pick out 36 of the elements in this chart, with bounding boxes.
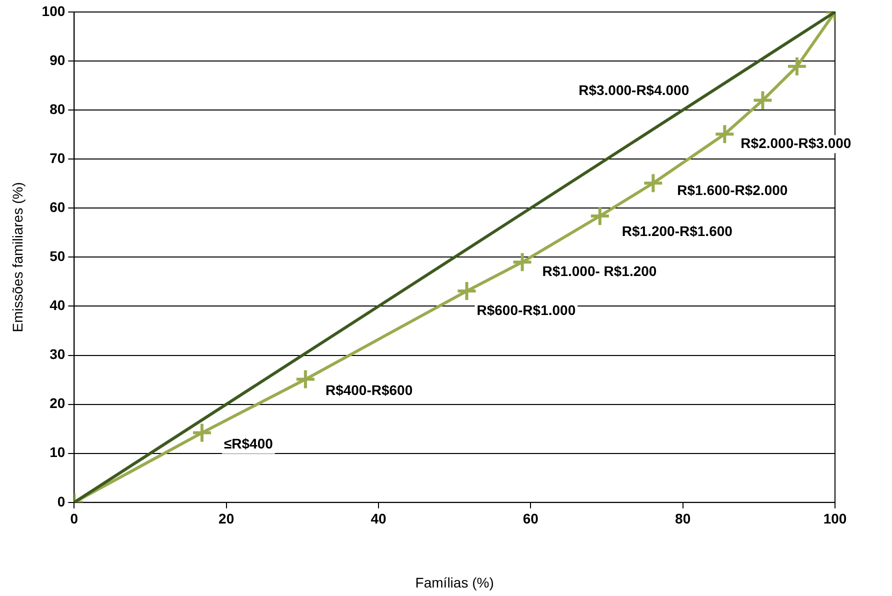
annotation: R$600-R$1.000 bbox=[476, 302, 576, 318]
y-tick-label: 50 bbox=[50, 248, 66, 264]
y-tick-label: 30 bbox=[50, 346, 66, 362]
y-tick-label: 100 bbox=[42, 2, 66, 19]
x-tick-label: 80 bbox=[675, 510, 691, 527]
annotation: R$1.000- R$1.200 bbox=[542, 262, 657, 279]
point bbox=[191, 422, 212, 444]
point bbox=[589, 206, 610, 227]
point bbox=[714, 124, 736, 145]
y-tick-label: 90 bbox=[50, 52, 66, 68]
point bbox=[786, 56, 808, 77]
y-tick-label: 10 bbox=[50, 444, 66, 460]
y-tick-label: 0 bbox=[57, 493, 66, 510]
x-tick-label: 40 bbox=[370, 510, 386, 527]
point bbox=[512, 252, 533, 273]
point bbox=[456, 280, 478, 302]
point bbox=[642, 172, 664, 194]
y-tick-label: 40 bbox=[50, 297, 66, 314]
y-tick-label: 70 bbox=[50, 150, 66, 166]
annotation: R$1.600-R$2.000 bbox=[677, 182, 788, 198]
y-tick-label: 20 bbox=[50, 395, 66, 412]
y-tick-label: 80 bbox=[50, 100, 66, 117]
x-tick-label: 20 bbox=[218, 510, 234, 527]
x-tick-label: 100 bbox=[823, 510, 847, 527]
annotation: R$2.000-R$3.000 bbox=[740, 134, 852, 151]
point bbox=[294, 368, 316, 390]
annotation: R$1.200-R$1.600 bbox=[622, 222, 733, 239]
annotation: ≤R$400 bbox=[224, 436, 274, 452]
annotation: R$400-R$600 bbox=[325, 382, 413, 398]
x-tick-label: 0 bbox=[70, 510, 78, 527]
point bbox=[752, 90, 774, 111]
x-axis-title: Famílias (%) bbox=[415, 574, 494, 590]
y-tick-label: 60 bbox=[50, 199, 66, 216]
x-tick-label: 60 bbox=[522, 510, 539, 527]
y-axis-title: Emissões familiares (%) bbox=[9, 182, 26, 332]
annotation: R$3.000-R$4.000 bbox=[578, 82, 690, 98]
